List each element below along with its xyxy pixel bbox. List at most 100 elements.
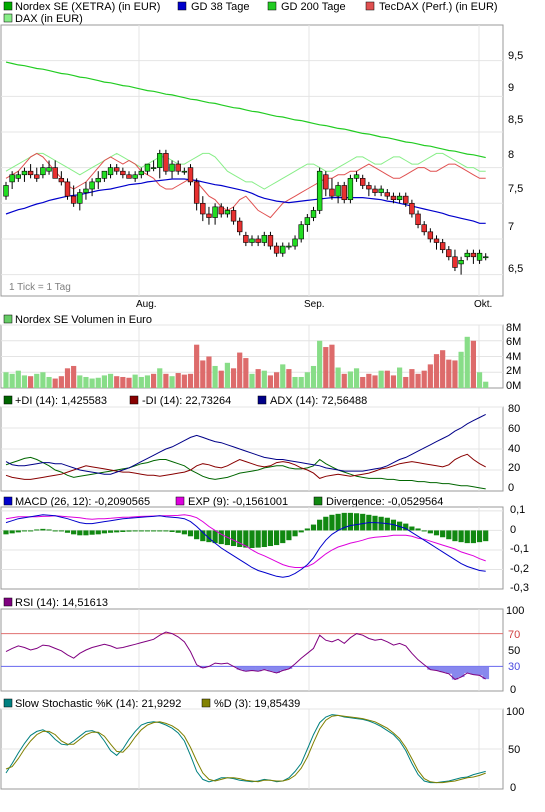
divergence-bar bbox=[470, 530, 476, 544]
y-tick-label-70: 70 bbox=[508, 629, 520, 641]
divergence-bar bbox=[194, 530, 200, 540]
volume-bar bbox=[397, 367, 403, 388]
candle-body bbox=[396, 195, 403, 201]
y-tick-label: 20 bbox=[508, 462, 520, 474]
volume-bar bbox=[243, 358, 249, 388]
candle-body bbox=[138, 170, 144, 176]
divergence-bar bbox=[144, 530, 151, 532]
legend-swatch-dax bbox=[3, 13, 13, 23]
volume-bar bbox=[52, 378, 58, 388]
divergence-bar bbox=[212, 530, 218, 544]
volume-bar bbox=[83, 376, 89, 388]
candle-body bbox=[316, 170, 323, 211]
volume-bar bbox=[9, 373, 15, 388]
volume-panel: Nordex SE Volumen in Euro 8M 6M 4M 2M 0M bbox=[0, 314, 521, 392]
volume-bars bbox=[3, 336, 489, 388]
divergence-bar bbox=[403, 523, 409, 531]
candle-body bbox=[9, 174, 15, 183]
candle-body bbox=[187, 167, 194, 183]
divergence-bar bbox=[9, 530, 15, 534]
volume-bar bbox=[476, 372, 483, 388]
legend-stochk: Slow Stochastic %K (14): 21,9292 bbox=[15, 698, 181, 710]
volume-bar bbox=[89, 378, 95, 388]
legend-gd38: GD 38 Tage bbox=[191, 1, 250, 13]
candle-body bbox=[120, 170, 126, 176]
y-tick-label: 0 bbox=[510, 782, 516, 794]
legend-swatch-gd38 bbox=[177, 1, 187, 11]
adx-series bbox=[5, 413, 486, 475]
candle-body bbox=[261, 235, 267, 243]
volume-bar bbox=[390, 375, 397, 388]
volume-bar bbox=[286, 369, 292, 388]
price-grid bbox=[1, 25, 503, 296]
divergence-bar bbox=[310, 524, 317, 531]
stoch-k-series bbox=[5, 714, 486, 784]
divergence-bar bbox=[21, 530, 28, 532]
volume-bar bbox=[151, 373, 157, 388]
adx-grid bbox=[1, 406, 503, 491]
divergence-bar bbox=[286, 530, 292, 541]
y-tick-label: 4M bbox=[506, 351, 521, 363]
candle-body bbox=[169, 163, 175, 172]
macd-y-axis: 0,1 0 -0,1 -0,2 -0,3 bbox=[510, 504, 529, 594]
candle-body bbox=[329, 188, 335, 197]
candle-body bbox=[310, 210, 317, 218]
adx-lines bbox=[5, 413, 486, 490]
legend-swatch-adx bbox=[257, 395, 267, 405]
candle-body bbox=[163, 153, 169, 172]
candle-body bbox=[439, 242, 446, 250]
volume-bar bbox=[341, 373, 347, 388]
candle-body bbox=[433, 238, 440, 243]
volume-bar bbox=[440, 350, 446, 388]
candle-body bbox=[157, 153, 163, 168]
rsi-oversold-segment bbox=[482, 666, 490, 680]
divergence-bar bbox=[243, 530, 249, 548]
rsi-panel: RSI (14): 14,51613 100 70 50 30 0 bbox=[0, 597, 524, 696]
legend-swatch-minusdi bbox=[129, 395, 139, 405]
candlesticks bbox=[3, 149, 489, 275]
volume-bar bbox=[353, 368, 360, 388]
macd-series bbox=[5, 514, 486, 578]
volume-bar bbox=[267, 375, 274, 388]
legend-plusdi: +DI (14): 1,425583 bbox=[15, 395, 107, 407]
legend-volume: Nordex SE Volumen in Euro bbox=[15, 314, 152, 326]
candle-body bbox=[323, 174, 329, 190]
legend-swatch-rsi bbox=[3, 597, 13, 607]
divergence-bar bbox=[476, 530, 483, 543]
candle-body bbox=[70, 195, 77, 204]
candle-body bbox=[464, 252, 470, 258]
divergence-bar bbox=[52, 530, 58, 532]
y-tick-label: 8M bbox=[506, 322, 521, 334]
legend-swatch-nordex bbox=[3, 1, 13, 11]
candle-body bbox=[273, 245, 280, 254]
candle-body bbox=[292, 238, 298, 247]
divergence-bar bbox=[433, 530, 440, 536]
y-tick-label: 0 bbox=[510, 524, 516, 536]
volume-bar bbox=[446, 359, 452, 388]
divergence-bar bbox=[347, 512, 353, 531]
candle-body bbox=[52, 167, 58, 179]
rsi-oversold-segment bbox=[427, 666, 434, 670]
volume-bar bbox=[464, 336, 470, 388]
divergence-bar bbox=[360, 513, 366, 531]
volume-bar bbox=[71, 365, 77, 388]
volume-bar bbox=[3, 372, 9, 388]
y-tick-label-30: 30 bbox=[508, 661, 520, 673]
divergence-bar bbox=[95, 530, 101, 535]
volume-bar bbox=[138, 376, 144, 388]
volume-bar bbox=[323, 347, 329, 388]
candle-body bbox=[347, 178, 354, 201]
divergence-bar bbox=[237, 530, 243, 548]
rsi-y-axis: 100 70 50 30 0 bbox=[506, 605, 524, 696]
legend-swatch-gd200 bbox=[267, 1, 277, 11]
rsi-oversold-segment bbox=[199, 666, 207, 669]
candle-body bbox=[446, 249, 452, 258]
legend-nordex: Nordex SE (XETRA) (in EUR) bbox=[15, 1, 160, 13]
divergence-bar bbox=[206, 530, 212, 543]
legend-minusdi: -DI (14): 22,73264 bbox=[142, 395, 231, 407]
volume-bar bbox=[58, 376, 64, 388]
divergence-bar bbox=[440, 530, 446, 538]
volume-bar bbox=[310, 365, 317, 388]
volume-bar bbox=[175, 373, 181, 388]
divergence-bar bbox=[323, 516, 329, 531]
